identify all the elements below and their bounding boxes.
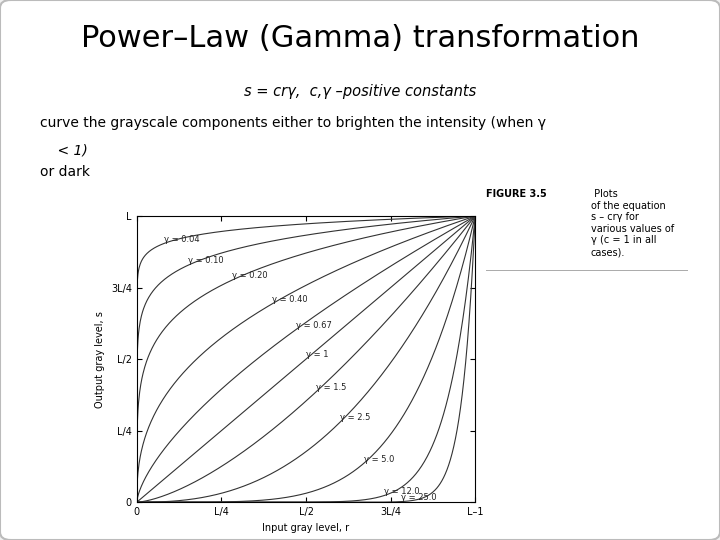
Text: γ = 1: γ = 1 [306,350,328,359]
Text: s = crγ,  c,γ –positive constants: s = crγ, c,γ –positive constants [244,84,476,99]
X-axis label: Input gray level, r: Input gray level, r [262,523,350,532]
Text: < 1): < 1) [40,143,87,157]
Text: Plots
of the equation
s – crγ for
various values of
γ (c = 1 in all
cases).: Plots of the equation s – crγ for variou… [591,189,674,257]
Text: γ = 2.5: γ = 2.5 [340,414,370,422]
Text: γ = 0.10: γ = 0.10 [187,256,223,266]
Text: γ = 25.0: γ = 25.0 [401,492,436,502]
Text: γ = 0.04: γ = 0.04 [164,234,199,244]
Text: γ = 0.67: γ = 0.67 [296,321,332,329]
Text: Power–Law (Gamma) transformation: Power–Law (Gamma) transformation [81,24,639,53]
Text: FIGURE 3.5: FIGURE 3.5 [486,189,546,199]
Text: or dark: or dark [40,165,89,179]
Text: γ = 5.0: γ = 5.0 [364,455,394,463]
Text: γ = 0.40: γ = 0.40 [272,295,307,304]
Text: γ = 1.5: γ = 1.5 [316,383,346,392]
Text: γ = 12.0: γ = 12.0 [384,487,420,496]
Text: curve the grayscale components either to brighten the intensity (when γ: curve the grayscale components either to… [40,116,546,130]
Y-axis label: Output gray level, s: Output gray level, s [95,310,105,408]
Text: γ = 0.20: γ = 0.20 [232,271,267,280]
